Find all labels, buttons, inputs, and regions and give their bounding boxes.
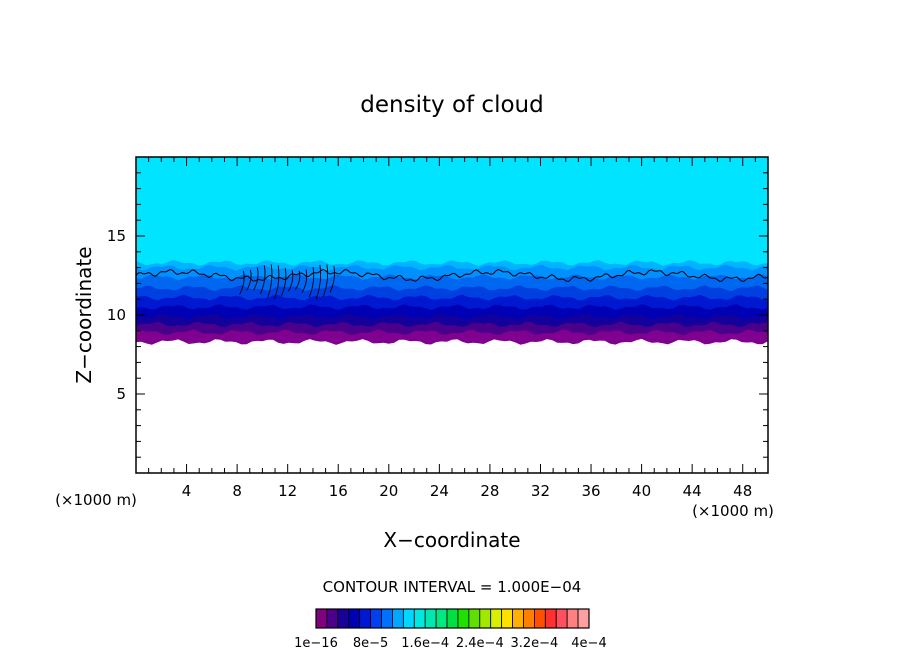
colorbar-swatch: [326, 608, 339, 629]
colorbar: [315, 608, 590, 629]
colorbar-swatch: [534, 608, 546, 629]
colorbar-swatch: [468, 608, 481, 629]
colorbar-swatch: [577, 608, 590, 629]
colorbar-label: 3.2e−4: [510, 636, 558, 651]
x-unit-label-left: (×1000 m): [55, 491, 137, 509]
x-tick-label: 44: [683, 482, 702, 500]
colorbar-label: 4e−4: [571, 636, 606, 651]
x-tick-label: 16: [329, 482, 348, 500]
colorbar-labels: 1e−16 8e−5 1.6e−4 2.4e−4 3.2e−4 4e−4: [294, 636, 607, 651]
colorbar-swatch: [446, 608, 459, 629]
colorbar-swatch: [315, 608, 328, 629]
colorbar-swatch: [402, 608, 415, 629]
contour-line: [136, 268, 768, 282]
colorbar-swatch: [501, 608, 513, 629]
colorbar-label: 8e−5: [353, 636, 388, 651]
y-tick-label: 15: [107, 227, 126, 245]
colorbar-swatch: [381, 608, 393, 629]
x-tick-label: 4: [182, 482, 192, 500]
colorbar-swatch: [490, 608, 503, 629]
colorbar-swatch: [424, 608, 437, 629]
colorbar-frame: [315, 608, 590, 629]
x-tick-label: 32: [531, 482, 550, 500]
x-tick-label: 24: [430, 482, 449, 500]
colorbar-swatch: [555, 608, 568, 629]
contour-line: [239, 264, 335, 300]
y-tick-label: 5: [116, 385, 126, 403]
colorbar-swatch: [359, 608, 371, 629]
colorbar-swatch: [413, 608, 426, 629]
x-unit-label-right: (×1000 m): [692, 502, 774, 520]
colorbar-swatch: [435, 608, 448, 629]
x-tick-label: 36: [581, 482, 600, 500]
colorbar-swatch: [348, 608, 361, 629]
x-tick-label: 8: [232, 482, 242, 500]
colorbar-label: 2.4e−4: [456, 636, 504, 651]
y-tick-label: 10: [107, 306, 126, 324]
colorbar-label: 1.6e−4: [401, 636, 449, 651]
colorbar-swatch: [457, 608, 470, 629]
y-axis-ticks: 5 10 15: [107, 172, 768, 458]
x-tick-label: 28: [480, 482, 499, 500]
colorbar-swatch: [479, 608, 492, 629]
x-axis-label: X−coordinate: [383, 528, 520, 552]
colorbar-swatch: [544, 608, 557, 629]
chart-title: density of cloud: [360, 92, 543, 118]
x-tick-label: 12: [278, 482, 297, 500]
cloud-density-field: [136, 157, 768, 345]
x-axis-ticks: 4 8 12 16 20 24 28 32 36 40 44 48: [148, 157, 756, 500]
colorbar-swatch: [392, 608, 404, 629]
colorbar-swatch: [566, 608, 579, 629]
y-axis-label: Z−coordinate: [72, 246, 96, 383]
colorbar-swatch: [512, 608, 524, 629]
x-tick-label: 20: [379, 482, 398, 500]
x-tick-label: 48: [733, 482, 752, 500]
density-band: [136, 329, 768, 345]
colorbar-swatch: [523, 608, 535, 629]
contour-interval-text: CONTOUR INTERVAL = 1.000E−04: [323, 578, 582, 596]
colorbar-swatch: [337, 608, 350, 629]
colorbar-label: 1e−16: [294, 636, 338, 651]
colorbar-swatch: [370, 608, 382, 629]
x-tick-label: 40: [632, 482, 651, 500]
contour-lines: [136, 264, 768, 300]
